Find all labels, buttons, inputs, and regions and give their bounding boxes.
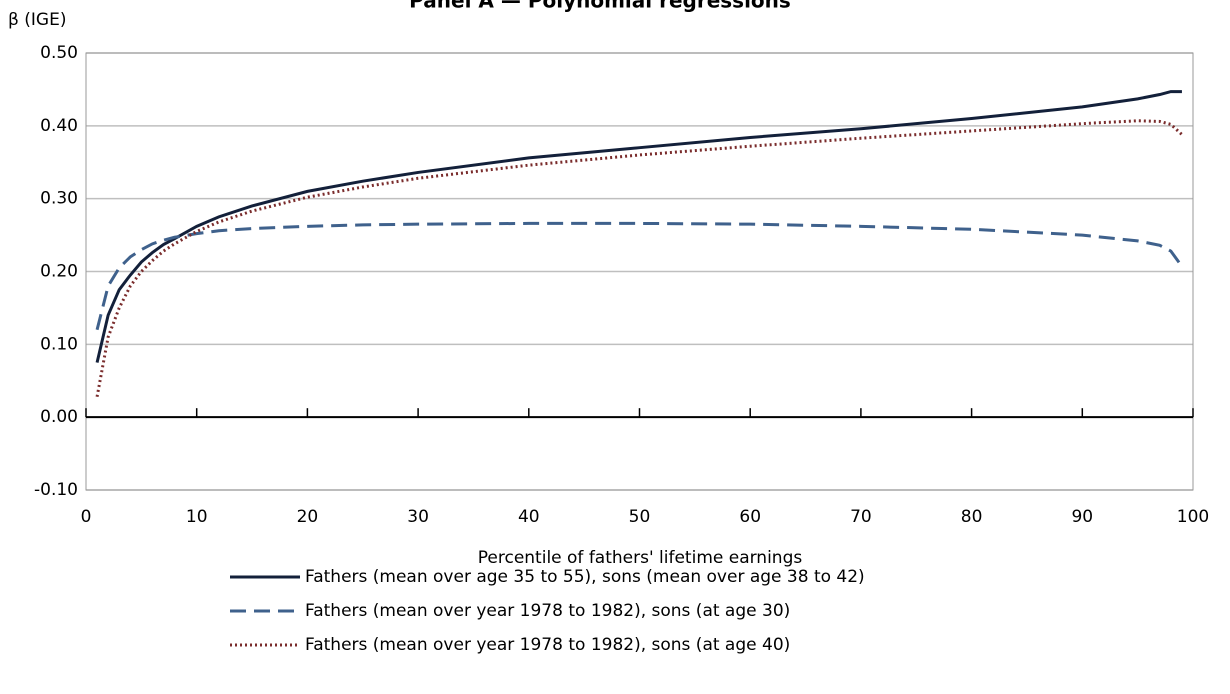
legend-label: Fathers (mean over year 1978 to 1982), s… (305, 601, 790, 621)
x-tick-label: 70 (850, 507, 872, 527)
y-tick-label: 0.00 (40, 407, 78, 427)
series-line (95, 221, 1184, 331)
x-tick-label: 40 (518, 507, 540, 527)
x-tick-label: 60 (739, 507, 761, 527)
x-tick-label: 30 (407, 507, 429, 527)
x-tick-label: 50 (629, 507, 651, 527)
x-tick-label: 100 (1177, 507, 1209, 527)
y-axis-label: β (IGE) (8, 10, 66, 30)
legend-label: Fathers (mean over year 1978 to 1982), s… (305, 635, 790, 655)
y-tick-label: 0.20 (40, 262, 78, 282)
series-line (95, 119, 1183, 398)
x-axis-label: Percentile of fathers' lifetime earnings (478, 548, 803, 568)
y-tick-label: -0.10 (34, 480, 78, 500)
x-tick-label: 90 (1071, 507, 1093, 527)
y-tick-label: 0.30 (40, 189, 78, 209)
chart-title: Panel A — Polynomial regressions (409, 0, 791, 13)
x-tick-label: 0 (81, 507, 92, 527)
plot-frame (85, 52, 1194, 491)
series-line (95, 90, 1182, 363)
y-tick-label: 0.50 (40, 43, 78, 63)
y-tick-label: 0.10 (40, 334, 78, 354)
y-tick-label: 0.40 (40, 116, 78, 136)
x-tick-label: 10 (186, 507, 208, 527)
x-tick-label: 80 (961, 507, 983, 527)
x-tick-label: 20 (297, 507, 319, 527)
legend-label: Fathers (mean over age 35 to 55), sons (… (305, 567, 865, 587)
